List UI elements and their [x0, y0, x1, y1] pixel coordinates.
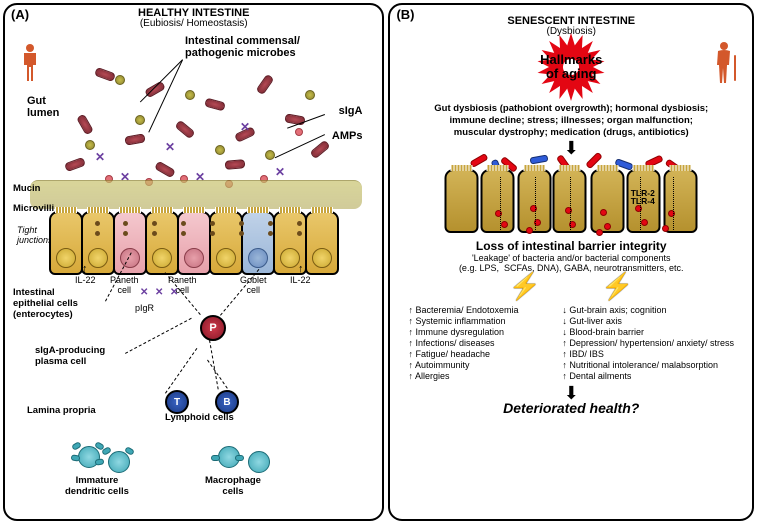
effect-item: ↑ Nutritional intolerance/ malabsorption	[562, 360, 734, 370]
factors-text: Gut dysbiosis (pathobiont overgrowth); h…	[406, 103, 736, 139]
tlr-label: TLR-2 TLR-4	[631, 189, 655, 206]
panel-a: (A) HEALTHY INTESTINE (Eubiosis/ Homeost…	[3, 3, 384, 521]
mucin-label: Mucin	[13, 183, 40, 194]
microbe-rod-icon	[124, 133, 145, 145]
effect-item: ↓ Gut-liver axis	[562, 316, 734, 326]
lightning-icon: ⚡	[601, 271, 633, 302]
microbe-rod-icon	[154, 161, 176, 179]
epithelium-row-a	[50, 211, 338, 271]
hallmarks-starburst: Hallmarks of aging	[491, 37, 651, 97]
microbe-rod-icon	[144, 81, 166, 99]
arrow-dashed	[125, 318, 192, 354]
lymphoid-label: Lymphoid cells	[165, 412, 234, 423]
effect-item: ↑ Infections/ diseases	[408, 338, 554, 348]
microvilli-label: Microvilli	[13, 203, 54, 214]
leak-arrow	[570, 177, 571, 232]
deteriorated-text: Deteriorated health?	[400, 400, 742, 416]
microbe-rod-icon	[174, 120, 195, 140]
siga-icon: ✕	[240, 120, 250, 134]
leak-arrow	[500, 177, 501, 232]
lightning-icon: ⚡	[509, 271, 541, 302]
panel-a-subtitle: (Eubiosis/ Homeostasis)	[5, 18, 382, 29]
siga-icon: ✕	[275, 165, 285, 179]
effect-item: ↑ Immune dysregulation	[408, 327, 554, 337]
panel-letter-a: (A)	[11, 7, 29, 22]
elderly-person-icon	[712, 41, 738, 87]
macrophage-icon	[245, 450, 271, 472]
arrow-dashed	[165, 348, 197, 394]
idc-label: Immature dendritic cells	[65, 475, 129, 497]
leak-arrow	[640, 177, 641, 232]
effect-item: ↑ Autoimmunity	[408, 360, 554, 370]
plasma-label: sIgA-producing plasma cell	[35, 345, 105, 367]
effects-left-col: ↑ Bacteremia/ Endotoxemia↑ Systemic infl…	[408, 304, 554, 382]
microbe-coccus-icon	[185, 90, 195, 100]
effect-item: ↑ Bacteremia/ Endotoxemia	[408, 305, 554, 315]
effect-item: ↑ Depression/ hypertension/ anxiety/ str…	[562, 338, 734, 348]
effects-columns: ↑ Bacteremia/ Endotoxemia↑ Systemic infl…	[408, 304, 734, 382]
iec-label: Intestinal epithelial cells (enterocytes…	[13, 287, 78, 320]
il22-label-left: IL-22	[75, 275, 96, 285]
amp-icon	[295, 128, 303, 136]
microbe-coccus-icon	[215, 145, 225, 155]
effect-item: ↓ Blood-brain barrier	[562, 327, 734, 337]
lumen-zone: ✕ ✕ ✕ ✕ ✕ ✕	[25, 60, 362, 190]
mac-label: Macrophage cells	[205, 475, 261, 497]
microbe-rod-icon	[309, 140, 330, 160]
effect-item: ↑ IBD/ IBS	[562, 349, 734, 359]
panel-letter-b: (B)	[396, 7, 414, 22]
dendritic-cell-icon	[105, 450, 131, 472]
microbe-rod-icon	[204, 98, 226, 112]
microbe-rod-icon	[94, 67, 116, 82]
il22-label-right: IL-22	[290, 275, 311, 285]
siga-icon: ✕	[165, 140, 175, 154]
panel-b: (B) SENESCENT INTESTINE (Dysbiosis) Hall…	[388, 3, 754, 521]
senescent-epithelium-zone: TLR-2 TLR-4	[400, 155, 742, 235]
pathobiont-icon	[530, 154, 549, 164]
plasma-cell-icon: P	[200, 315, 226, 341]
effect-item: ↑ Fatigue/ headache	[408, 349, 554, 359]
microbe-rod-icon	[256, 74, 275, 96]
loss-sub: 'Leakage' of bacteria and/or bacterial c…	[400, 253, 742, 274]
tight-junctions-label: Tight junctions	[17, 225, 53, 245]
microbe-coccus-icon	[115, 75, 125, 85]
effect-item: ↑ Dental ailments	[562, 371, 734, 381]
pigr-label: pIgR	[135, 303, 154, 313]
flash-row: ⚡ ⚡	[400, 271, 742, 302]
microbe-rod-icon	[225, 159, 246, 170]
effect-item: ↓ Gut-brain axis; cognition	[562, 305, 734, 315]
dendritic-cell-icon	[75, 445, 101, 467]
effect-item: ↑ Systemic inflammation	[408, 316, 554, 326]
leak-arrow	[673, 177, 674, 232]
commensal-label: Intestinal commensal/ pathogenic microbe…	[185, 35, 300, 59]
lamina-label: Lamina propria	[27, 405, 96, 416]
pigr-icon: ✕	[140, 287, 148, 298]
pigr-icon: ✕	[155, 287, 163, 298]
microbe-coccus-icon	[85, 140, 95, 150]
mucin-layer	[30, 180, 362, 209]
microbe-coccus-icon	[135, 115, 145, 125]
microbe-coccus-icon	[265, 150, 275, 160]
effects-right-col: ↓ Gut-brain axis; cognition↓ Gut-liver a…	[562, 304, 734, 382]
microbe-rod-icon	[64, 157, 86, 172]
arrow-dashed	[207, 360, 231, 393]
loss-title: Loss of intestinal barrier integrity	[400, 239, 742, 253]
hallmarks-text: Hallmarks of aging	[540, 53, 602, 82]
leak-arrow	[535, 177, 536, 232]
macrophage-icon	[215, 445, 241, 467]
b-cell-icon: B	[215, 390, 239, 414]
effect-item: ↑ Allergies	[408, 371, 554, 381]
t-cell-icon: T	[165, 390, 189, 414]
microbe-coccus-icon	[305, 90, 315, 100]
siga-icon: ✕	[95, 150, 105, 164]
microbe-rod-icon	[76, 114, 94, 136]
